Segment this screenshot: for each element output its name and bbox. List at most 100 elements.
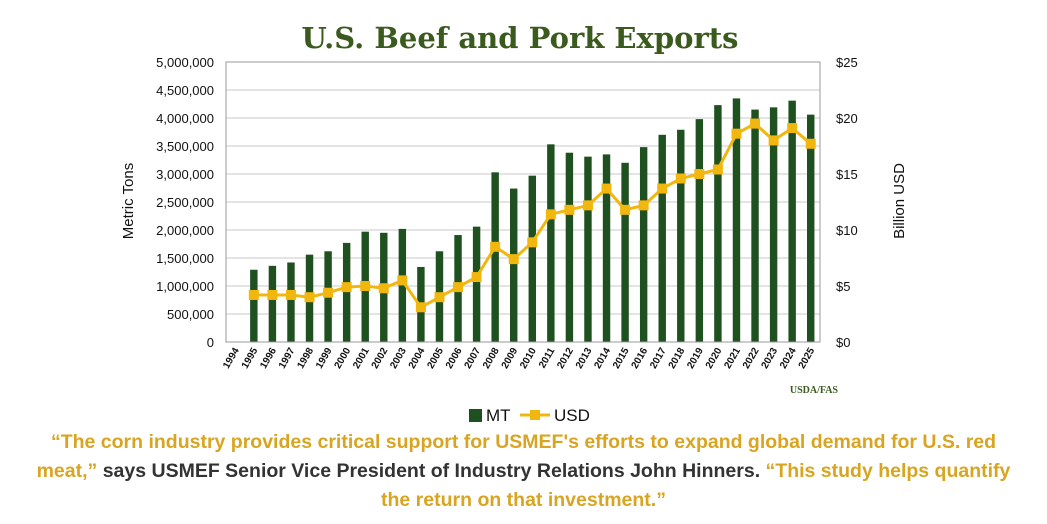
quote-open: “The corn industry provides critical sup… [36,431,997,482]
point-usd [341,282,352,293]
x-tick-label: 2024 [778,346,799,371]
x-tick-label: 2020 [704,346,725,371]
x-tick-label: 2015 [611,346,632,371]
bar-mt [584,156,592,342]
y-tick-label: 3,500,000 [156,139,214,154]
y-tick-label: 1,000,000 [156,279,214,294]
y-tick-label: 2,000,000 [156,223,214,238]
x-tick-label: 2000 [333,346,354,371]
bar-mt [695,119,704,343]
point-usd [378,283,389,294]
bar-series [250,98,815,343]
point-usd [267,289,278,300]
y-tick-label: 1,500,000 [156,251,214,266]
x-tick-label: 2023 [760,346,781,371]
point-usd [805,138,816,149]
point-usd [248,289,259,300]
bar-mt [807,114,815,342]
legend-usd-label: USD [554,406,590,425]
point-usd [471,272,482,283]
x-tick-label: 2022 [741,346,762,371]
x-tick-label: 1996 [258,346,279,371]
point-usd [545,209,556,220]
y-tick-label: 4,000,000 [156,111,214,126]
gridlines [226,61,820,343]
point-usd [304,292,315,303]
point-usd [787,123,798,134]
plot-frame [225,61,821,343]
x-tick-label: 2001 [351,346,372,371]
point-usd [768,135,779,146]
x-tick-label: 2003 [388,346,409,371]
bar-mt [621,162,629,342]
bar-mt [510,188,518,342]
source-label: USDA/FAS [790,385,839,396]
x-tick-label: 2012 [555,346,576,371]
point-usd [415,302,426,313]
y-tick-label: 4,500,000 [156,83,214,98]
point-usd [527,237,538,248]
bar-mt [287,262,295,342]
x-tick-label: 1994 [221,346,242,371]
bar-mt [639,147,648,342]
point-usd [694,169,705,179]
point-usd [453,282,464,293]
y-tick-label: 5,000,000 [156,55,214,70]
bar-mt [268,265,277,342]
y2-tick-label: $5 [836,279,850,294]
chart-title: U.S. Beef and Pork Exports [302,21,739,55]
point-usd [360,281,371,291]
bar-mt [788,100,796,342]
bar-mt [472,226,481,342]
bar-mt [528,175,536,342]
x-tick-label: 2019 [685,346,706,371]
bar-mt [342,242,351,342]
y2-tick-label: $10 [836,223,858,238]
line-series [248,118,816,313]
x-tick-label: 2007 [463,346,484,371]
legend-usd-marker [530,410,540,420]
point-usd [601,183,612,194]
y2-tick-label: $25 [836,55,858,70]
quote-paragraph: “The corn industry provides critical sup… [20,428,1027,515]
x-tick-label: 2017 [648,346,669,371]
bar-mt [732,98,741,343]
point-usd [285,289,296,300]
x-tick-label: 2018 [667,346,688,371]
quote-close: “This study helps quantify the return on… [381,460,1011,511]
bar-mt [398,228,407,342]
y-axis-label: Metric Tons [120,163,137,239]
bar-mt [769,107,778,342]
x-tick-label: 1999 [314,346,335,371]
x-tick-label: 1997 [277,346,298,371]
point-usd [582,200,593,211]
point-usd [657,183,668,194]
point-usd [638,200,649,211]
x-tick-label: 2008 [481,346,502,371]
y2-tick-label: $15 [836,167,858,182]
y-tick-label: 3,000,000 [156,167,214,182]
point-usd [731,128,742,139]
point-usd [508,254,519,265]
x-tick-label: 2010 [518,346,539,371]
y2-axis-label: Billion USD [891,163,908,239]
quote-attribution: says USMEF Senior Vice President of Indu… [97,460,766,482]
point-usd [675,173,686,184]
x-tick-label: 2025 [797,346,818,371]
x-tick-label: 2021 [722,346,743,371]
x-tick-label: 1995 [240,346,261,371]
point-usd [323,287,334,298]
legend-mt-label: MT [486,406,511,425]
x-tick-label: 2014 [592,346,613,371]
point-usd [712,164,723,175]
legend-mt-swatch [469,409,482,422]
y-tick-label: 2,500,000 [156,195,214,210]
y-tick-label: 500,000 [167,307,214,322]
x-tick-label: 2004 [407,346,428,371]
bar-mt [491,172,499,342]
point-usd [564,204,575,215]
bar-mt [602,154,611,342]
bar-mt [677,129,685,342]
x-tick-label: 2013 [574,346,595,371]
x-tick-label: 2005 [425,346,446,371]
